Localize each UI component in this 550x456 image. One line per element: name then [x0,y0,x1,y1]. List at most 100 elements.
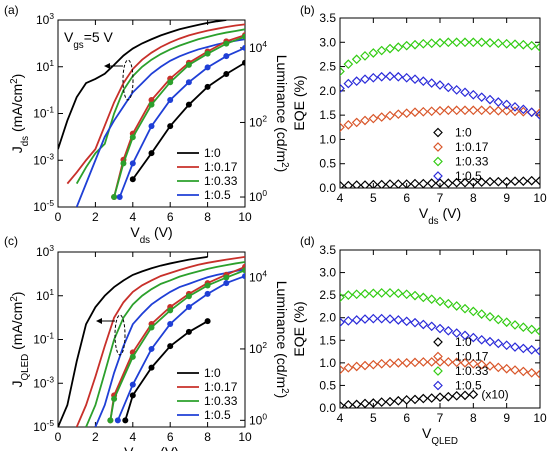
data-point [340,292,345,303]
data-point [501,317,512,328]
data-point [501,105,512,116]
data-point [451,328,462,338]
data-point [451,357,462,368]
label-part: ) [9,74,25,79]
y-tick-label: 3.5 [319,243,336,257]
data-point [376,45,387,56]
data-point [185,79,192,86]
data-point [410,317,420,328]
series-line [85,261,245,427]
x-tick-label: 4 [129,210,136,224]
y2-axis-label: Luminance (cd/m2) [274,281,291,399]
data-point [385,110,395,121]
tick-exp: 4 [262,269,267,279]
data-point [493,97,504,107]
panel-label: (d) [300,234,315,248]
data-point [385,71,395,82]
y-tick-label: 103 [36,11,54,27]
panel-label: (c) [4,234,18,248]
legend-label: 1:0.33 [455,155,489,169]
data-point [468,177,479,188]
y-axis-label: Jds (mA/cm2) [9,74,31,154]
y-axis-label: JQLED (mA/cm2) [9,292,31,388]
legend-swatch [433,337,443,347]
y-tick-label: 1.5 [319,108,336,122]
data-point [485,37,495,48]
tick-base: 10 [33,153,47,167]
data-point [493,105,504,116]
data-point [468,37,479,48]
tick-exp: 1 [49,287,54,297]
y-tick-label: 2.5 [319,60,336,74]
y-tick-label: 101 [36,287,54,303]
data-point [393,315,404,325]
data-point [148,324,155,331]
y2-tick-label: 100 [249,188,267,204]
data-point [418,393,429,404]
label-part: (V) [150,224,173,240]
data-point [426,393,437,403]
data-point [518,104,529,115]
data-point [435,37,445,48]
data-point [204,290,211,297]
plot-area [58,255,245,427]
data-point [460,177,470,188]
y-tick-label: 0.5 [319,157,336,171]
data-point [351,180,362,188]
data-point [485,311,495,322]
tick-base: 10 [33,376,47,390]
tick-base: 0.0 [319,401,336,415]
y-tick-label: 1.0 [319,132,336,146]
label-part: (mA/cm [9,84,25,136]
x-tick-label: 6 [403,191,410,205]
x-tick-label: 6 [403,411,410,425]
data-point [223,40,230,47]
arrow-head [96,318,102,324]
y-tick-label: 2.5 [319,288,336,302]
x-tick-label: 10 [238,430,252,444]
data-point [360,314,370,324]
data-point [526,107,537,118]
panel: (d) 4 5 6 7 8 9 10 0.0 0.5 1.0 1.5 2.0 2.5 3.0 3.5 VQLED… [291,234,547,447]
data-point [343,362,354,373]
data-point [501,363,512,374]
data-point [223,70,230,77]
data-point [401,72,412,83]
data-point [360,115,370,126]
x-tick-label: 2 [92,430,99,444]
tick-base: 10 [36,60,50,74]
y-tick-label: 101 [36,58,54,74]
y-tick-label: 10-1 [33,331,54,347]
data-point [223,280,230,287]
data-point [468,358,479,369]
data-point [167,320,174,327]
data-point [360,360,370,371]
label-part: (x10) [481,387,508,401]
x-tick-label: 5 [370,191,377,205]
data-point [376,112,387,122]
data-point [340,180,345,188]
data-point [340,364,345,375]
tick-base: 10 [33,200,47,214]
label-part: QLED [431,436,458,447]
data-point [468,89,479,100]
data-point [443,391,454,402]
data-point [167,307,174,314]
label-part: V [64,29,74,45]
data-point [242,33,245,40]
x-tick-label: 10 [533,411,547,425]
data-point [340,83,345,94]
tick-base: 10 [33,420,47,434]
x-tick-label: 8 [204,430,211,444]
data-point [129,134,136,141]
data-point [340,66,345,77]
data-point [368,359,379,370]
data-point [535,369,540,379]
data-point [510,106,520,117]
data-point [114,417,121,424]
tick-exp: 4 [262,39,267,49]
label-part: ds [140,235,150,246]
data-point [476,359,487,370]
y-tick-label: 103 [36,243,54,259]
